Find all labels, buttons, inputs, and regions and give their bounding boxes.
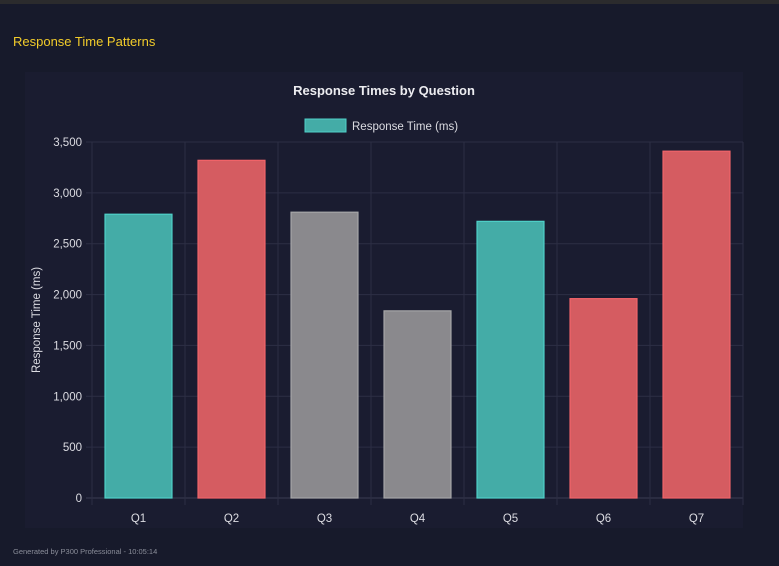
x-tick-label: Q5	[503, 513, 518, 525]
x-tick-label: Q1	[131, 513, 146, 525]
y-axis-label: Response Time (ms)	[31, 267, 43, 373]
x-tick-label: Q4	[410, 513, 426, 525]
footer-text: Generated by P300 Professional - 10:05:1…	[13, 547, 158, 556]
bar-q6	[569, 298, 638, 499]
chart-title: Response Times by Question	[293, 83, 475, 98]
bar-q7	[662, 150, 731, 499]
legend-swatch	[304, 118, 347, 133]
y-tick-label: 3,000	[53, 188, 82, 200]
x-tick-label: Q3	[317, 513, 332, 525]
section-title: Response Time Patterns	[13, 34, 156, 49]
x-tick-label: Q2	[224, 513, 239, 525]
y-tick-label: 3,500	[53, 137, 82, 149]
bar-q5	[476, 220, 545, 499]
y-tick-label: 0	[76, 493, 82, 505]
bar-q1	[104, 213, 173, 499]
y-tick-label: 2,500	[53, 239, 82, 251]
y-tick-label: 500	[63, 442, 82, 454]
window-top-bar	[0, 0, 779, 4]
bar-q3	[290, 211, 359, 499]
y-tick-label: 1,000	[53, 391, 82, 403]
bar-q4	[383, 310, 452, 499]
y-tick-label: 2,000	[53, 290, 82, 302]
x-tick-label: Q7	[689, 513, 704, 525]
bar-q2	[197, 159, 266, 499]
legend-label[interactable]: Response Time (ms)	[352, 121, 458, 133]
x-tick-label: Q6	[596, 513, 611, 525]
y-tick-label: 1,500	[53, 340, 82, 352]
